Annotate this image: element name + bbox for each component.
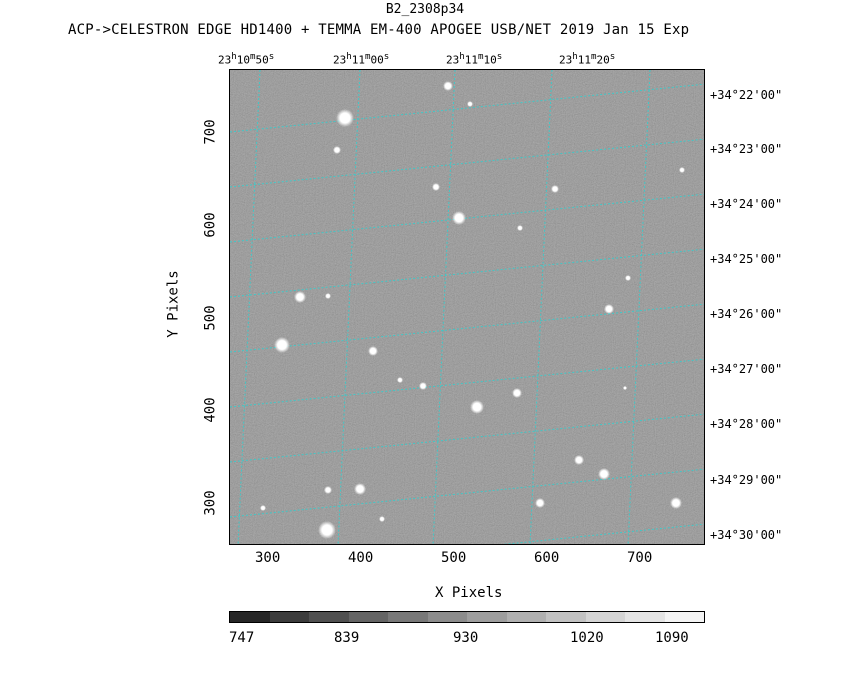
y-tick-400: 400 [202,397,219,423]
colorbar-label-3: 1020 [570,630,604,646]
dec-label-8: +34°30'00" [710,528,783,542]
star [318,521,336,539]
ra-label-1: 23h11m00s [333,51,390,67]
colorbar-label-4: 1090 [655,630,689,646]
star-field [260,81,685,539]
x-tick-700: 700 [627,550,653,566]
sky-image-svg [230,70,704,544]
star [598,468,610,480]
dec-label-4: +34°26'00" [710,307,783,321]
star [535,498,545,508]
y-tick-300: 300 [202,490,219,516]
star [443,81,453,91]
ra-label-2: 23h11m10s [446,51,503,67]
ra-grid-line [432,70,456,544]
star [452,211,466,225]
star [551,185,559,193]
star [467,101,473,107]
star [604,304,614,314]
x-tick-400: 400 [348,550,374,566]
star [325,293,331,299]
y-tick-700: 700 [202,119,219,145]
dec-label-2: +34°24'00" [710,197,783,211]
star [379,516,385,522]
x-tick-600: 600 [534,550,560,566]
y-axis-label: Y Pixels [165,270,182,338]
sky-image[interactable] [229,69,705,545]
star [336,109,354,127]
colorbar-label-1: 839 [334,630,360,646]
star [260,505,266,511]
dec-label-3: +34°25'00" [710,252,783,266]
colorbar [229,611,705,623]
star [470,400,484,414]
dec-label-5: +34°27'00" [710,362,783,376]
x-axis-label: X Pixels [435,585,503,601]
star [397,377,403,383]
star [625,275,631,281]
ra-grid-line [627,70,651,544]
dec-label-7: +34°29'00" [710,473,783,487]
star [333,146,341,154]
star [517,225,523,231]
dec-label-0: +34°22'00" [710,88,783,102]
ra-grid-line [237,70,261,544]
star [670,497,682,509]
star [324,486,332,494]
y-tick-500: 500 [202,305,219,331]
star [368,346,378,356]
star [354,483,366,495]
ra-label-0: 23h10m50s [218,51,275,67]
x-tick-500: 500 [441,550,467,566]
image-title: B2_2308p34 [385,2,465,17]
coordinate-grid [230,70,704,544]
observation-subtitle: ACP->CELESTRON EDGE HD1400 + TEMMA EM-40… [68,22,690,38]
star [679,167,685,173]
star [512,388,522,398]
sky-noise [230,70,704,544]
star [623,386,627,390]
star [432,183,440,191]
colorbar-label-2: 930 [453,630,479,646]
star [274,337,290,353]
star [574,455,584,465]
y-tick-600: 600 [202,212,219,238]
star [294,291,306,303]
dec-label-6: +34°28'00" [710,417,783,431]
star [419,382,427,390]
ra-grid-line [529,70,553,544]
dec-label-1: +34°23'00" [710,142,783,156]
colorbar-label-0: 747 [229,630,255,646]
ra-grid-line [337,70,361,544]
x-tick-300: 300 [255,550,281,566]
ra-label-3: 23h11m20s [559,51,616,67]
